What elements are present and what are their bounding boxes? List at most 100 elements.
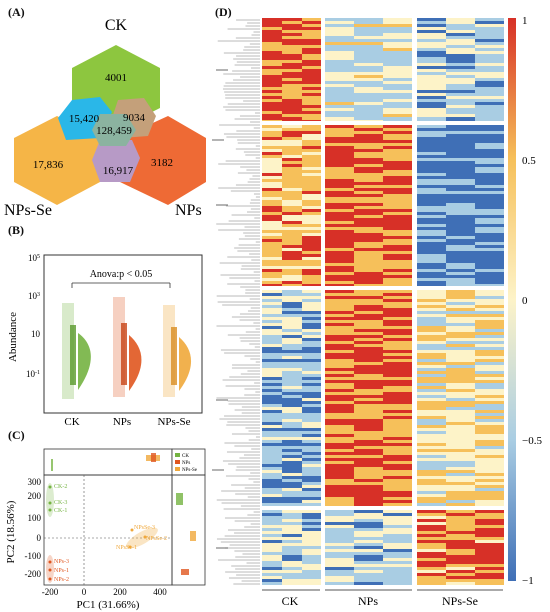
heatmap-cell xyxy=(325,410,354,413)
heatmap-cell xyxy=(302,66,321,69)
heatmap-cell xyxy=(325,155,354,158)
heatmap-cell xyxy=(383,320,412,323)
heatmap-cell xyxy=(262,87,282,90)
heatmap-cell xyxy=(325,350,354,353)
heatmap-cell xyxy=(262,131,282,134)
heatmap-cell xyxy=(446,440,475,443)
heatmap-cell xyxy=(262,389,282,392)
heatmap-cell xyxy=(446,455,475,458)
heatmap-cell xyxy=(325,164,354,167)
heatmap-cell xyxy=(417,479,446,482)
heatmap-cell xyxy=(446,120,475,121)
heatmap-cell xyxy=(417,149,446,152)
heatmap-cell xyxy=(417,494,446,497)
heatmap-cell xyxy=(475,179,504,182)
heatmap-cell xyxy=(282,275,302,278)
heatmap-cell xyxy=(475,377,504,380)
heatmap-cell xyxy=(282,332,302,335)
heatmap-cell xyxy=(417,239,446,242)
heatmap-cell xyxy=(282,338,302,341)
heatmap-cell xyxy=(475,350,504,353)
heatmap-cell xyxy=(383,350,412,353)
heatmap-cell xyxy=(262,263,282,266)
heatmap-cell xyxy=(262,500,282,503)
heatmap-cell xyxy=(282,125,302,128)
heatmap-cell xyxy=(417,63,446,66)
heatmap-cell xyxy=(475,329,504,332)
heatmap-cell xyxy=(446,416,475,419)
heatmap-cell xyxy=(475,359,504,362)
heatmap-cell xyxy=(302,452,321,455)
heatmap-cell xyxy=(446,383,475,386)
heatmap-cell xyxy=(282,528,302,531)
heatmap-cell xyxy=(417,96,446,99)
heatmap-cell xyxy=(262,528,282,531)
heatmap-cell xyxy=(354,143,383,146)
heatmap-cell xyxy=(354,296,383,299)
heatmap-cell xyxy=(302,272,321,275)
heatmap-cell xyxy=(325,458,354,461)
heatmap-cell xyxy=(383,233,412,236)
heatmap-cell xyxy=(417,440,446,443)
heatmap-cell xyxy=(282,164,302,167)
heatmap-cell xyxy=(383,582,412,585)
heatmap-cell xyxy=(417,161,446,164)
heatmap-cell xyxy=(446,359,475,362)
heatmap-cell xyxy=(383,281,412,284)
heatmap-cell xyxy=(446,537,475,540)
heatmap-cell xyxy=(417,410,446,413)
heatmap-cell xyxy=(446,161,475,164)
heatmap-cell xyxy=(282,251,302,254)
heatmap-cell xyxy=(262,576,282,579)
heatmap-cell xyxy=(417,227,446,230)
heatmap-cell xyxy=(475,128,504,131)
stat-label: Anova:p < 0.05 xyxy=(90,269,153,280)
heatmap-cell xyxy=(417,185,446,188)
heatmap-cell xyxy=(282,497,302,500)
heatmap-cell xyxy=(383,573,412,576)
heatmap-cell xyxy=(282,473,302,476)
heatmap-cell xyxy=(262,152,282,155)
heatmap-cell xyxy=(446,197,475,200)
heatmap-cell xyxy=(475,42,504,45)
heatmap-cell xyxy=(417,464,446,467)
heatmap-cell xyxy=(354,513,383,516)
heatmap-cell xyxy=(417,36,446,39)
y-tick-1e5: 105 xyxy=(28,253,40,263)
heatmap-cell xyxy=(282,188,302,191)
heatmap-cell xyxy=(325,96,354,99)
heatmap-cell xyxy=(383,152,412,155)
heatmap-cell xyxy=(354,137,383,140)
heatmap-cell xyxy=(262,558,282,561)
heatmap-cell xyxy=(383,519,412,522)
heatmap-cell xyxy=(354,479,383,482)
heatmap-cell xyxy=(282,170,302,173)
heatmap-cell xyxy=(475,99,504,102)
heatmap-cell xyxy=(282,293,302,296)
heatmap-cell xyxy=(302,458,321,461)
heatmap-cell xyxy=(446,45,475,48)
heatmap-cell xyxy=(354,260,383,263)
heatmap-cell xyxy=(302,102,321,105)
heatmap-cell xyxy=(302,503,321,506)
heatmap-cell xyxy=(417,546,446,549)
heatmap-cell xyxy=(354,36,383,39)
heatmap-cell xyxy=(446,326,475,329)
heatmap-cell xyxy=(325,206,354,209)
heatmap-cell xyxy=(282,242,302,245)
heatmap-cell xyxy=(475,564,504,567)
heatmap-cell xyxy=(446,87,475,90)
heatmap-cell xyxy=(282,368,302,371)
heatmap-cell xyxy=(446,191,475,194)
heatmap-cell xyxy=(446,206,475,209)
heatmap-cell xyxy=(262,96,282,99)
heatmap-cell xyxy=(282,410,302,413)
heatmap-cell xyxy=(302,467,321,470)
heatmap-cell xyxy=(383,494,412,497)
heatmap-cell xyxy=(354,383,383,386)
heatmap-cell xyxy=(354,503,383,506)
heatmap-cell xyxy=(383,437,412,440)
heatmap-cell xyxy=(383,374,412,377)
heatmap-cell xyxy=(383,72,412,75)
heatmap-cell xyxy=(354,131,383,134)
